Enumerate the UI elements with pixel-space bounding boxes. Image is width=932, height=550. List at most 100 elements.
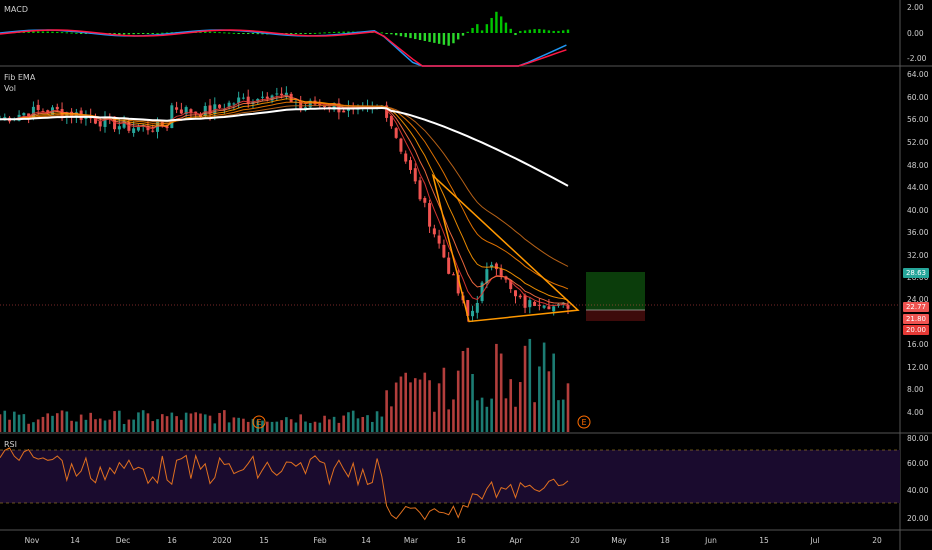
candle-body <box>456 274 460 294</box>
candle-body <box>198 114 202 118</box>
ema-line <box>0 98 569 301</box>
macd-histogram-bar <box>347 31 350 33</box>
volume-bar <box>265 421 269 432</box>
candle-body <box>179 109 183 114</box>
candle-body <box>404 153 408 162</box>
volume-bar <box>456 370 460 432</box>
volume-bar <box>203 414 207 432</box>
volume-bar <box>385 390 388 432</box>
macd-histogram-bar <box>452 33 455 44</box>
volume-bar <box>75 421 78 432</box>
macd-histogram-bar <box>495 11 498 33</box>
candle-body <box>533 301 537 306</box>
volume-bar <box>318 422 322 432</box>
macd-histogram-bar <box>323 32 326 34</box>
price-axis-tick: 16.00 <box>907 340 929 349</box>
macd-histogram-bar <box>204 31 207 33</box>
volume-bar <box>156 419 159 432</box>
macd-histogram-bar <box>385 33 388 34</box>
price-axis-tick: 64.00 <box>907 70 929 79</box>
macd-histogram-bar <box>414 33 417 40</box>
macd-histogram-bar <box>390 33 393 35</box>
candle-body <box>227 102 231 107</box>
time-axis-tick: Nov <box>25 536 40 545</box>
time-axis-tick: 14 <box>70 536 80 545</box>
macd-axis-tick: -2.00 <box>907 54 927 63</box>
macd-histogram-bar <box>132 33 135 35</box>
macd-axis-tick: 0.00 <box>907 29 924 38</box>
time-axis-tick: 16 <box>167 536 177 545</box>
volume-bar <box>89 412 92 432</box>
volume-bar <box>499 353 503 432</box>
macd-label: MACD <box>4 5 28 14</box>
time-axis-tick: 2020 <box>212 536 231 545</box>
volume-bar <box>256 420 260 432</box>
candle-body <box>184 107 188 114</box>
rsi-axis-tick: 80.00 <box>907 434 929 443</box>
volume-bar <box>566 383 570 432</box>
volume-bar <box>361 416 365 432</box>
stop-price-tag: 20.00 <box>902 325 929 335</box>
ema-line <box>0 101 569 290</box>
macd-histogram-bar <box>562 30 565 33</box>
candle-body <box>504 276 508 280</box>
rsi-pane <box>0 447 900 521</box>
volume-bar <box>485 406 489 432</box>
time-axis-tick: 16 <box>456 536 466 545</box>
candle-body <box>218 104 222 108</box>
macd-histogram-bar <box>218 32 221 34</box>
candle-body <box>437 235 441 244</box>
macd-histogram-bar <box>70 32 73 34</box>
macd-histogram-bar <box>547 30 551 33</box>
ema-line <box>0 94 569 307</box>
volume-bar <box>328 419 331 432</box>
macd-histogram-bar <box>328 32 331 34</box>
macd-histogram-bar <box>41 31 45 33</box>
candle-body <box>122 120 126 128</box>
volume-bar <box>542 342 546 432</box>
volume-bar <box>151 421 155 432</box>
macd-histogram-bar <box>313 32 317 34</box>
macd-histogram-bar <box>237 33 240 34</box>
macd-histogram-bar <box>294 33 298 34</box>
volume-bar <box>308 423 312 432</box>
macd-histogram-bar <box>528 29 532 33</box>
volume-bar <box>285 417 288 432</box>
volume-bar <box>132 419 135 432</box>
candle-body <box>432 228 436 235</box>
volume-bar <box>46 413 50 432</box>
macd-histogram-bar <box>332 31 336 33</box>
candle-body <box>93 116 97 124</box>
candle-body <box>46 110 50 114</box>
rsi-axis-tick: 40.00 <box>907 486 929 495</box>
volume-bar <box>103 420 107 432</box>
volume-bar <box>342 415 345 432</box>
volume-bar <box>461 351 465 432</box>
candle-body <box>189 109 193 114</box>
candle-body <box>480 282 484 302</box>
volume-bar <box>137 412 140 432</box>
volume-bar <box>122 423 126 432</box>
volume-bar <box>375 411 379 432</box>
macd-histogram-bar <box>161 32 164 34</box>
macd-histogram-bar <box>476 24 479 33</box>
volume-bar <box>356 418 360 432</box>
macd-histogram-bar <box>409 33 412 39</box>
volume-bar <box>452 399 455 432</box>
volume-bar <box>337 422 341 432</box>
candle-body <box>280 93 284 96</box>
candle-body <box>518 295 522 298</box>
candle-body <box>241 97 245 99</box>
volume-label: Vol <box>4 84 16 93</box>
volume-bar <box>518 382 522 432</box>
volume-bar <box>304 421 307 432</box>
candle-body <box>408 160 412 170</box>
candle-body <box>299 100 303 109</box>
volume-bar <box>41 416 45 432</box>
candle-body <box>175 107 179 110</box>
macd-histogram-bar <box>309 33 312 34</box>
earnings-marker-text: E <box>581 418 586 427</box>
price-axis-tick: 12.00 <box>907 363 929 372</box>
macd-histogram-bar <box>165 32 169 34</box>
